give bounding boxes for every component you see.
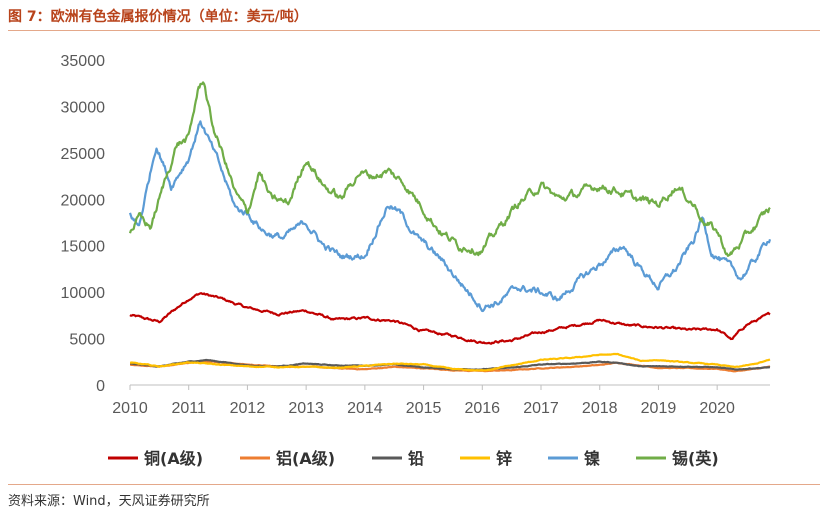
page-title: 图 7：欧洲有色金属报价情况（单位：美元/吨）: [8, 9, 308, 25]
series-line: [129, 352, 771, 372]
y-tick-label: 20000: [61, 192, 106, 209]
legend-label: 锡(英): [672, 449, 719, 468]
x-tick-label: 2020: [699, 400, 735, 417]
bottom-divider: [8, 484, 820, 485]
series-line: [128, 120, 772, 313]
y-axis: 0 5000 10000 15000 20000 25000 30000 35000: [61, 53, 106, 395]
x-tick-label: 2013: [288, 400, 324, 417]
y-tick-label: 10000: [61, 285, 106, 302]
x-tick-label: 2016: [464, 400, 500, 417]
x-tick-label: 2012: [230, 400, 266, 417]
y-tick-label: 15000: [61, 239, 106, 256]
series-lines: [128, 81, 772, 373]
y-tick-label: 5000: [69, 332, 105, 349]
source-note: 资料来源：Wind，天风证券研究所: [8, 494, 210, 509]
x-tick-label: 2011: [172, 400, 207, 417]
x-tick-label: 2014: [347, 400, 383, 417]
x-tick-label: 2017: [523, 400, 559, 417]
y-tick-label: 0: [96, 378, 105, 395]
x-tick-label: 2010: [112, 400, 148, 417]
legend-label: 铅: [408, 449, 424, 468]
x-axis: 2010 2011 2012 2013 2014 2015 2016 2017 2018 2019…: [112, 384, 770, 417]
x-tick-label: 2019: [641, 400, 677, 417]
x-tick-label: 2018: [582, 400, 618, 417]
y-tick-label: 25000: [61, 146, 106, 163]
y-tick-label: 35000: [61, 53, 106, 70]
series-line: [129, 292, 771, 345]
legend-label: 铝(A级): [276, 449, 335, 468]
metal-price-chart: 0 5000 10000 15000 20000 25000 30000 35000 2010…: [61, 53, 772, 468]
series-line: [128, 81, 771, 257]
legend: 铜(A级) 铝(A级) 铅 锌 镍 锡(英): [108, 449, 719, 468]
legend-label: 锌: [496, 449, 512, 468]
legend-label: 镍: [584, 449, 600, 468]
legend-label: 铜(A级): [144, 449, 203, 468]
x-tick-label: 2015: [406, 400, 442, 417]
top-divider: [8, 30, 820, 31]
y-tick-label: 30000: [61, 99, 106, 116]
